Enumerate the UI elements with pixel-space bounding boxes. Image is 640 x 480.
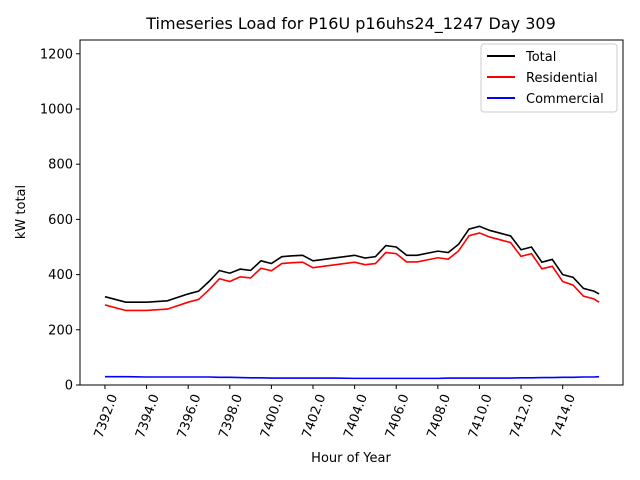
y-tick-label: 800 [48,158,73,173]
y-tick-label: 200 [48,323,73,338]
x-tick-label: 7396.0 [175,392,205,440]
x-tick-label: 7404.0 [341,392,371,440]
y-axis-label: kW total [14,185,29,239]
x-tick-label: 7394.0 [133,392,163,440]
y-tick-label: 1200 [40,47,73,62]
y-tick-label: 600 [48,213,73,228]
x-tick-label: 7392.0 [92,392,122,440]
legend-label: Commercial [526,92,604,107]
y-tick-label: 0 [65,379,73,394]
chart-title: Timeseries Load for P16U p16uhs24_1247 D… [145,14,556,34]
series-line-residential [104,232,600,312]
y-tick-label: 1000 [40,103,73,118]
x-tick-label: 7408.0 [424,392,454,440]
legend-label: Total [525,50,556,65]
legend-box [480,43,618,113]
x-tick-label: 7406.0 [383,392,413,440]
plot-frame [79,39,624,386]
x-axis-label: Hour of Year [311,451,391,466]
series-line-commercial [104,375,600,380]
legend-label: Residential [526,71,598,86]
x-tick-label: 7412.0 [508,392,538,440]
legend: Total Residential Commercial [480,43,618,113]
x-tick-label: 7400.0 [258,392,288,440]
series-line-total [104,225,600,304]
x-tick-label: 7410.0 [466,392,496,440]
x-tick-label: 7414.0 [549,392,579,440]
x-tick-label: 7398.0 [216,392,246,440]
x-tick-label: 7402.0 [300,392,330,440]
y-tick-label: 400 [48,268,73,283]
